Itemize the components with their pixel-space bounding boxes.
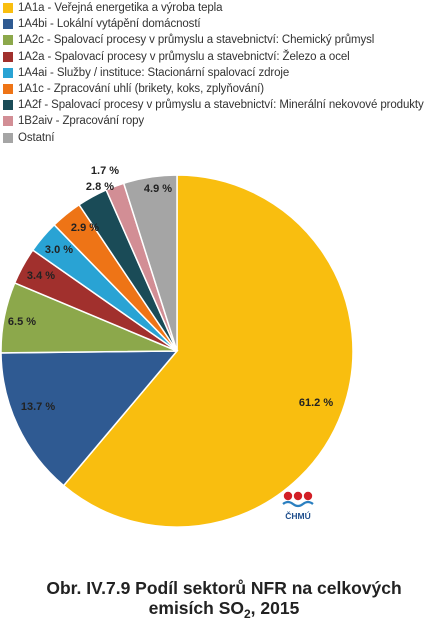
- data-label: 13.7 %: [21, 401, 55, 413]
- data-label: 1.7 %: [91, 165, 119, 177]
- legend-item: 1A2f - Spalovací procesy v průmyslu a st…: [3, 97, 424, 113]
- legend-swatch: [3, 3, 13, 14]
- data-label: 61.2 %: [299, 397, 333, 409]
- legend-swatch: [3, 116, 13, 127]
- legend-label: 1A2f - Spalovací procesy v průmyslu a st…: [18, 99, 424, 112]
- data-label: 2.9 %: [71, 222, 99, 234]
- legend-item: 1B2aiv - Zpracování ropy: [3, 113, 424, 129]
- legend-label: 1A1a - Veřejná energetika a výroba tepla: [18, 2, 223, 15]
- legend-label: 1A4bi - Lokální vytápění domácností: [18, 18, 201, 31]
- caption-line-1: Obr. IV.7.9 Podíl sektorů NFR na celkový…: [46, 578, 402, 598]
- figure-caption: Obr. IV.7.9 Podíl sektorů NFR na celkový…: [0, 578, 448, 624]
- legend-item: 1A4ai - Služby / instituce: Stacionární …: [3, 65, 424, 81]
- legend-swatch: [3, 51, 13, 62]
- caption-line-2: emisích SO2, 2015: [148, 598, 300, 621]
- pie-slice: [62, 174, 354, 528]
- svg-text:ČHMÚ: ČHMÚ: [285, 510, 311, 521]
- legend-item: 1A4bi - Lokální vytápění domácností: [3, 16, 424, 32]
- chmu-logo: ČHMÚ: [282, 491, 314, 521]
- legend-swatch: [3, 19, 13, 30]
- pie-chart: 61.2 % 13.7 % 6.5 % 3.4 % 3.0 % 2.9 % 2.8 % 1.7…: [0, 165, 354, 528]
- legend-label: 1A2c - Spalovací procesy v průmyslu a st…: [18, 34, 375, 47]
- legend-swatch: [3, 67, 13, 78]
- legend-item: Ostatní: [3, 130, 424, 146]
- legend-swatch: [3, 35, 13, 46]
- legend-swatch: [3, 100, 13, 111]
- data-label: 3.4 %: [27, 270, 55, 282]
- legend-label: 1A1c - Zpracování uhlí (brikety, koks, z…: [18, 83, 264, 96]
- legend-swatch: [3, 84, 13, 95]
- legend-item: 1A2c - Spalovací procesy v průmyslu a st…: [3, 32, 424, 48]
- chart-legend: 1A1a - Veřejná energetika a výroba tepla…: [3, 0, 424, 146]
- legend-label: 1A2a - Spalovací procesy v průmyslu a st…: [18, 50, 350, 63]
- legend-item: 1A2a - Spalovací procesy v průmyslu a st…: [3, 49, 424, 65]
- legend-swatch: [3, 132, 13, 143]
- pie-slice: [122, 174, 178, 352]
- data-label: 2.8 %: [86, 181, 114, 193]
- pie-slice: [0, 350, 179, 487]
- legend-item: 1A1a - Veřejná energetika a výroba tepla: [3, 0, 424, 16]
- legend-label: Ostatní: [18, 131, 55, 144]
- legend-label: 1A4ai - Služby / instituce: Stacionární …: [18, 66, 290, 79]
- data-label: 4.9 %: [144, 183, 172, 195]
- data-label: 6.5 %: [8, 316, 36, 328]
- legend-label: 1B2aiv - Zpracování ropy: [18, 115, 145, 128]
- legend-item: 1A1c - Zpracování uhlí (brikety, koks, z…: [3, 81, 424, 97]
- data-label: 3.0 %: [45, 244, 73, 256]
